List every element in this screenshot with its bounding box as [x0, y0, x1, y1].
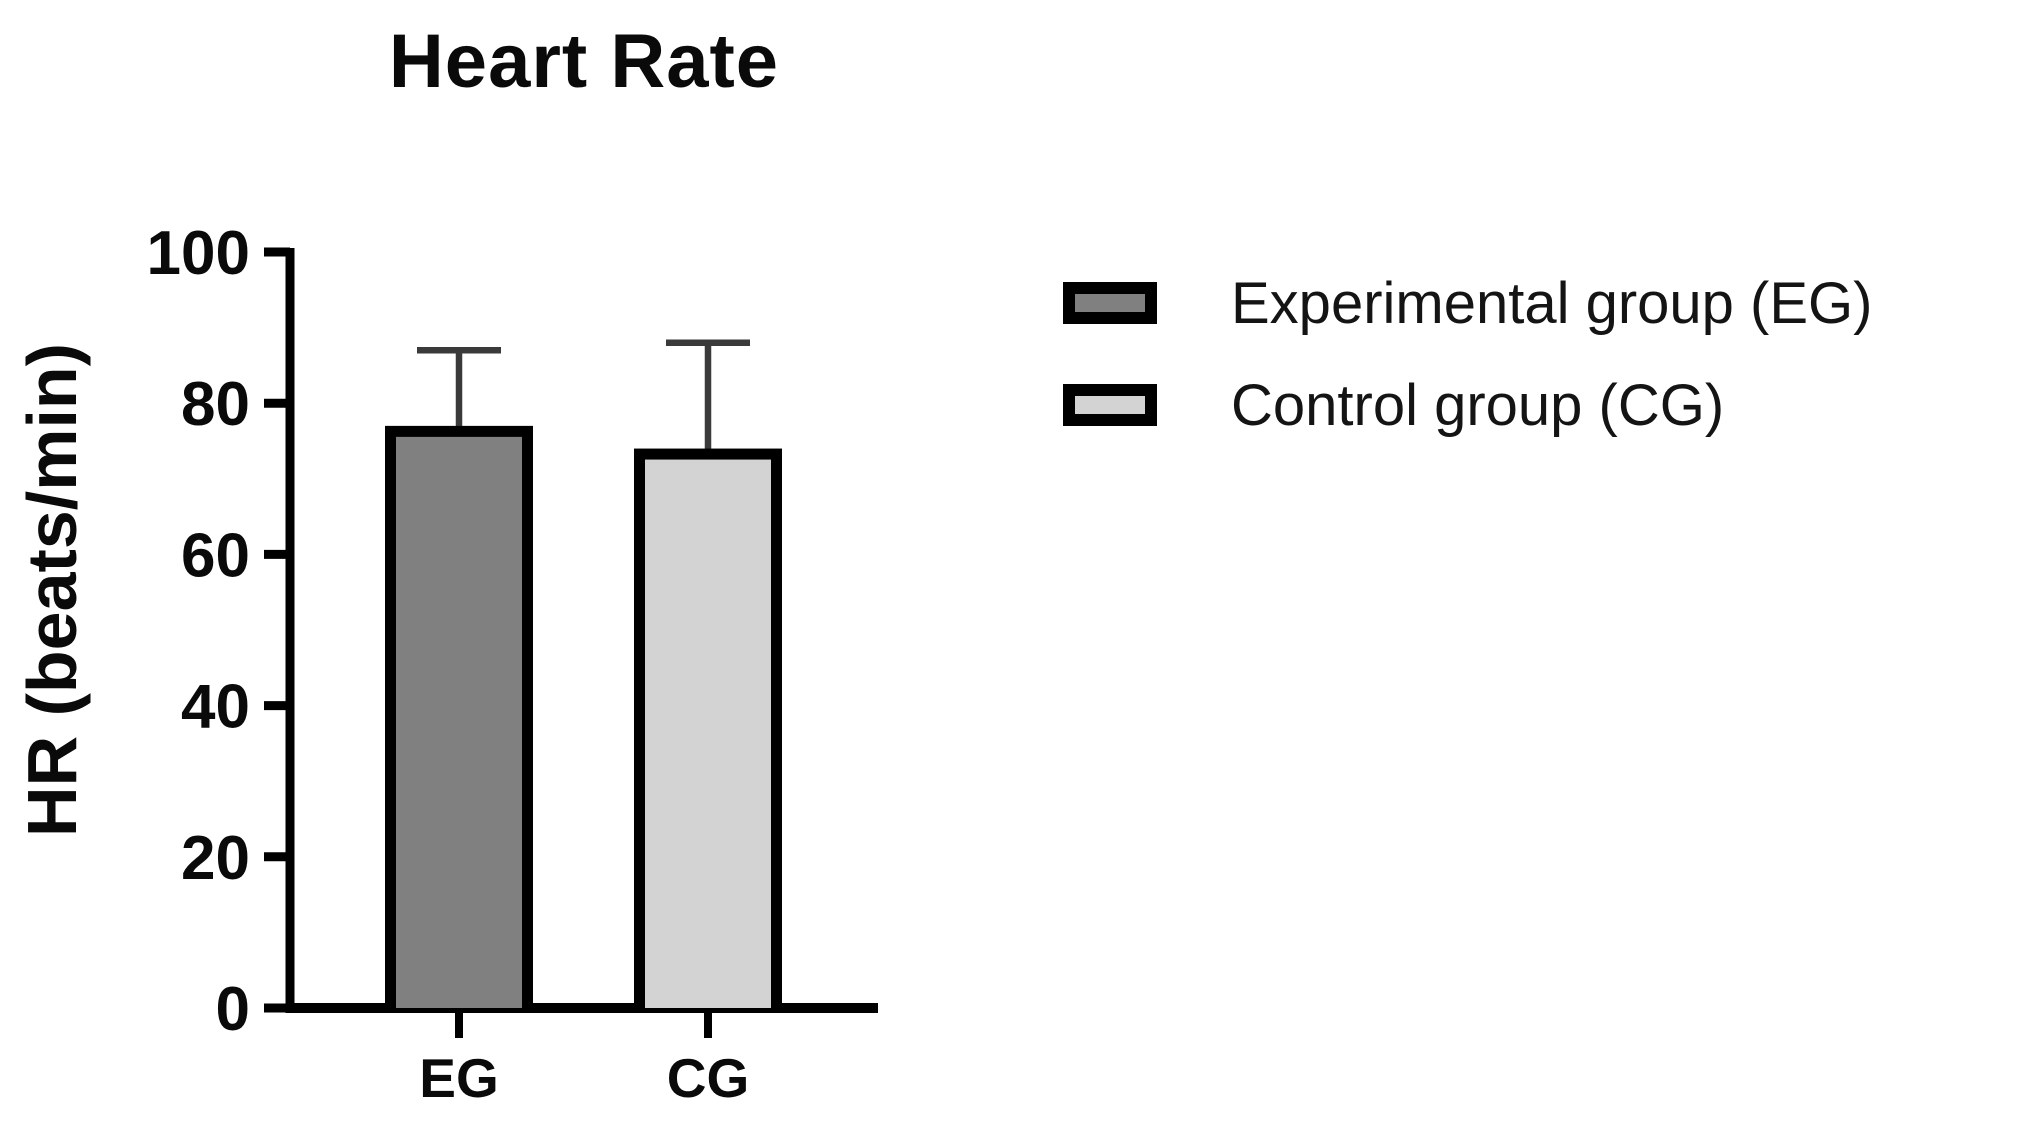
legend-swatch-control-group-icon: [1063, 384, 1157, 426]
y-tick-label: 20: [181, 824, 250, 893]
y-tick-label: 60: [181, 521, 250, 590]
chart-title: Heart Rate: [388, 19, 780, 104]
legend-item-control-group: Control group (CG): [1063, 372, 1872, 438]
legend-item-experimental-group: Experimental group (EG): [1063, 270, 1873, 336]
y-tick-label: 0: [216, 975, 250, 1044]
y-tick-label: 100: [147, 219, 250, 288]
legend-swatch-experimental-group-icon: [1063, 282, 1157, 324]
bar-cg: [645, 459, 771, 1008]
legend-label-control-group: Control group (CG): [1231, 372, 1725, 438]
x-category-label-eg: EG: [419, 1047, 498, 1109]
bar-eg: [396, 436, 522, 1008]
y-tick-label: 40: [181, 673, 250, 742]
x-category-label-cg: CG: [667, 1047, 750, 1109]
legend: Experimental group (EG) Control group (C…: [1063, 270, 1873, 438]
legend-label-experimental-group: Experimental group (EG): [1231, 270, 1873, 336]
y-tick-label: 80: [181, 370, 250, 439]
